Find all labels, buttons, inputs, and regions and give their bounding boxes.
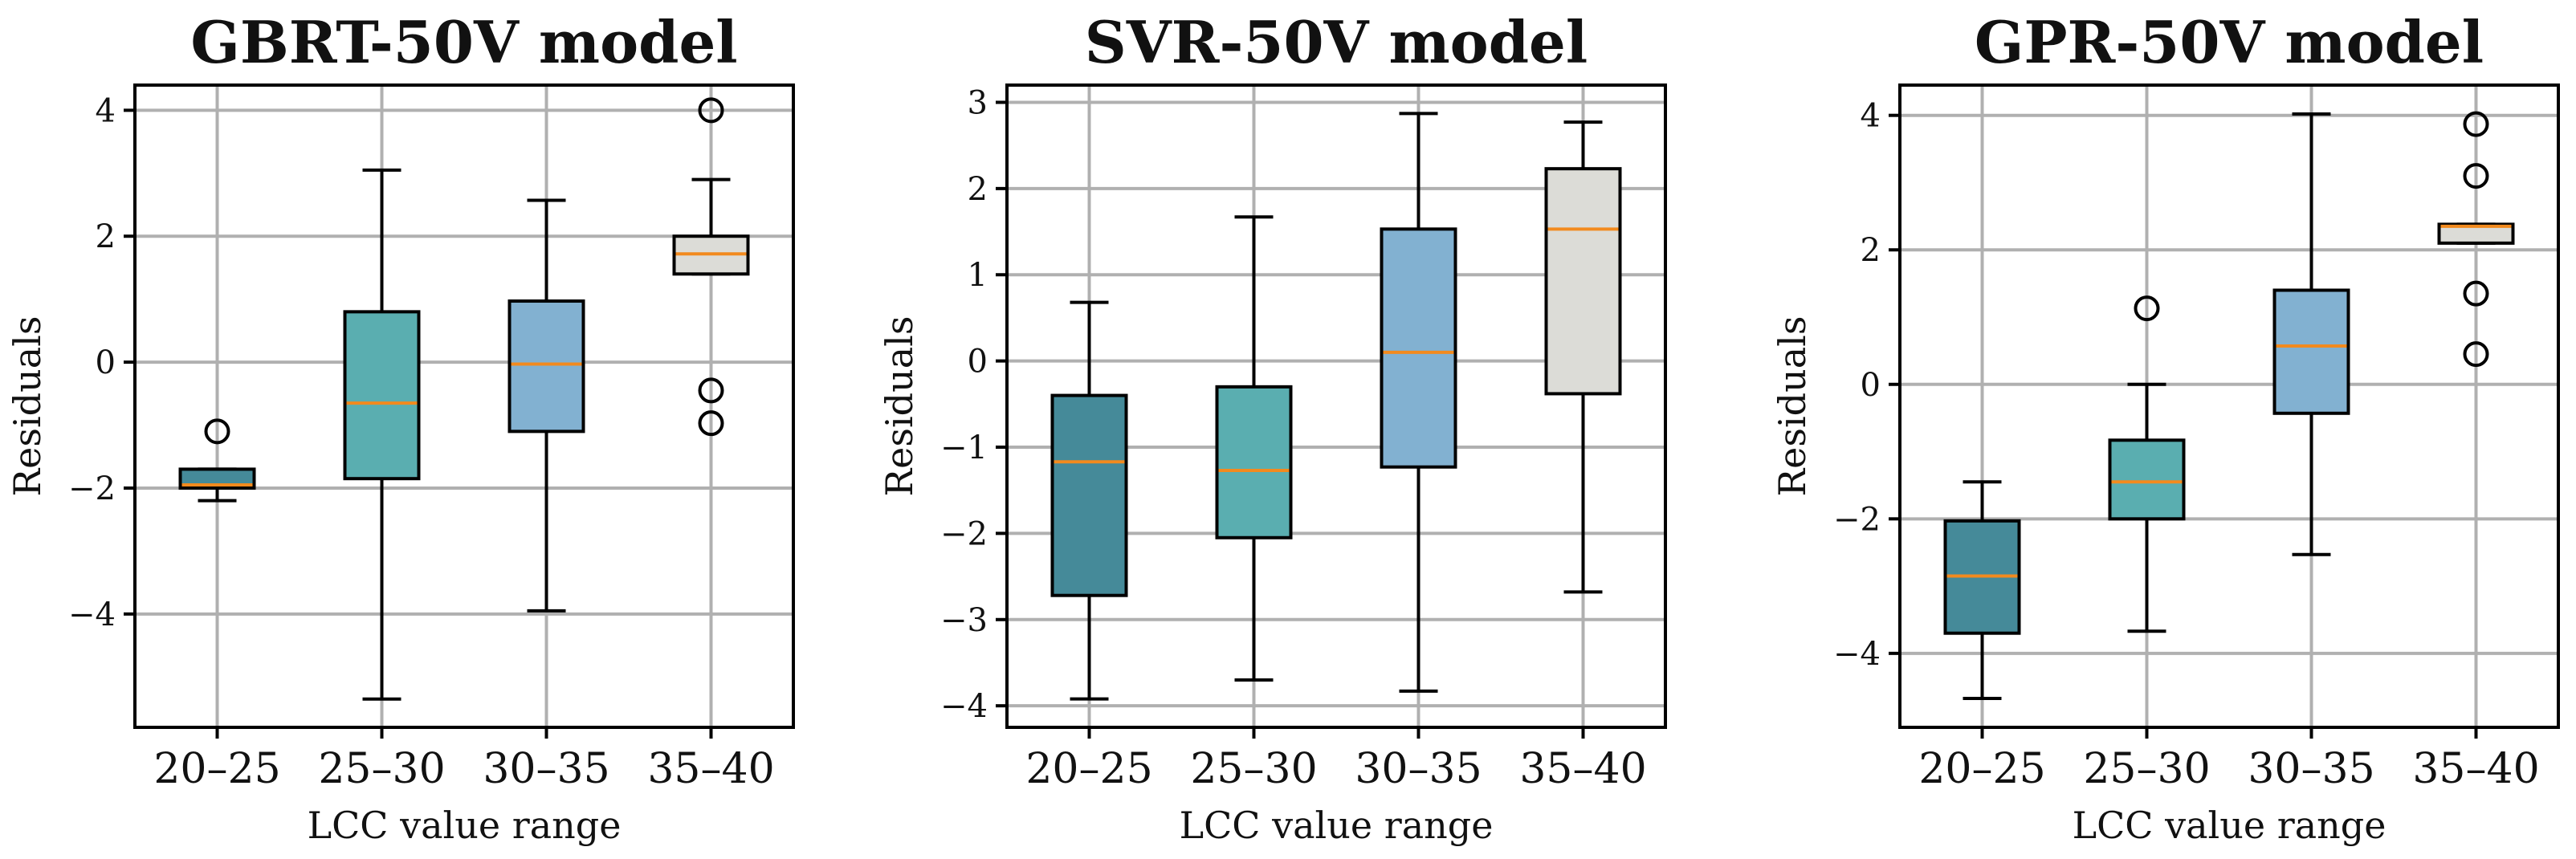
panel-svr-50v: SVR-50V model Residuals LCC value range … — [878, 8, 1667, 847]
x-axis-label: LCC value range — [2073, 804, 2386, 847]
box-35–40 — [2437, 111, 2515, 368]
x-tick-label: 30–35 — [1355, 745, 1482, 793]
plot-frame — [1005, 83, 1667, 729]
y-tick-label: 0 — [96, 344, 116, 381]
y-tick-label: 2 — [96, 218, 116, 255]
box-25–30 — [343, 168, 421, 701]
box-iqr — [2272, 288, 2350, 415]
chart-title: GBRT-50V model — [190, 8, 737, 76]
box-35–40 — [672, 97, 750, 437]
box-30–35 — [1380, 112, 1457, 693]
y-tick-label: 0 — [968, 344, 988, 381]
y-tick-label: −3 — [940, 602, 988, 639]
outlier-point — [2134, 295, 2160, 322]
outlier-point — [2463, 341, 2489, 368]
y-axis-label: Residuals — [1771, 316, 1814, 497]
box-iqr — [1380, 227, 1457, 469]
y-tick-label: −1 — [940, 430, 988, 466]
box-iqr — [343, 310, 421, 481]
box-iqr — [2108, 438, 2186, 521]
y-tick-label: −4 — [940, 688, 988, 725]
x-axis-label: LCC value range — [1180, 804, 1494, 847]
chart-title: SVR-50V model — [1085, 8, 1588, 76]
panel-gbrt-50v: GBRT-50V model Residuals LCC value range… — [6, 8, 795, 847]
x-tick-label: 20–25 — [153, 745, 280, 793]
box-30–35 — [507, 198, 585, 613]
plot-frame — [133, 83, 795, 729]
y-tick-label: 0 — [1861, 367, 1881, 404]
y-tick-label: 1 — [968, 257, 988, 294]
x-tick-label: 30–35 — [2248, 745, 2374, 793]
y-tick-label: 2 — [968, 171, 988, 208]
boxes — [1050, 112, 1622, 701]
outlier-point — [2463, 111, 2489, 137]
x-tick-label: 35–40 — [647, 745, 774, 793]
y-axis-label: Residuals — [6, 316, 49, 497]
y-tick-label: −4 — [1833, 636, 1881, 673]
box-iqr — [507, 299, 585, 434]
box-20–25 — [1943, 480, 2021, 700]
x-axis-label: LCC value range — [308, 804, 622, 847]
y-tick-label: −4 — [68, 596, 116, 633]
box-iqr — [2437, 222, 2515, 245]
panel-gpr-50v: GPR-50V model Residuals LCC value range … — [1771, 8, 2560, 847]
y-axis-label: Residuals — [878, 316, 921, 497]
boxes — [1943, 111, 2515, 700]
x-tick-label: 25–30 — [318, 745, 445, 793]
boxes — [178, 97, 750, 701]
box-30–35 — [2272, 112, 2350, 556]
box-iqr — [1544, 167, 1622, 396]
plot-frame — [1898, 83, 2560, 729]
box-20–25 — [178, 418, 256, 503]
x-tick-label: 35–40 — [2412, 745, 2539, 793]
x-tick-label: 30–35 — [483, 745, 609, 793]
y-tick-label: 3 — [968, 84, 988, 121]
box-25–30 — [1215, 215, 1293, 682]
outlier-point — [698, 410, 724, 437]
x-tick-label: 20–25 — [1918, 745, 2045, 793]
outlier-point — [204, 418, 230, 445]
x-tick-label: 25–30 — [1190, 745, 1317, 793]
box-iqr — [1215, 385, 1293, 539]
y-tick-label: 4 — [1861, 98, 1881, 135]
outlier-point — [2463, 163, 2489, 189]
x-tick-label: 20–25 — [1025, 745, 1152, 793]
outlier-point — [698, 377, 724, 404]
box-iqr — [1050, 393, 1128, 597]
y-tick-label: −2 — [940, 515, 988, 552]
grid-lines — [135, 85, 793, 727]
box-25–30 — [2108, 295, 2186, 633]
outlier-point — [698, 97, 724, 124]
y-tick-label: 4 — [96, 92, 116, 129]
y-tick-label: −2 — [1833, 501, 1881, 538]
y-tick-label: −2 — [68, 470, 116, 507]
box-20–25 — [1050, 300, 1128, 701]
x-tick-label: 25–30 — [2083, 745, 2210, 793]
outlier-point — [2463, 280, 2489, 307]
chart-title: GPR-50V model — [1975, 8, 2484, 76]
y-tick-label: 2 — [1861, 232, 1881, 269]
box-35–40 — [1544, 120, 1622, 594]
x-tick-label: 35–40 — [1519, 745, 1646, 793]
